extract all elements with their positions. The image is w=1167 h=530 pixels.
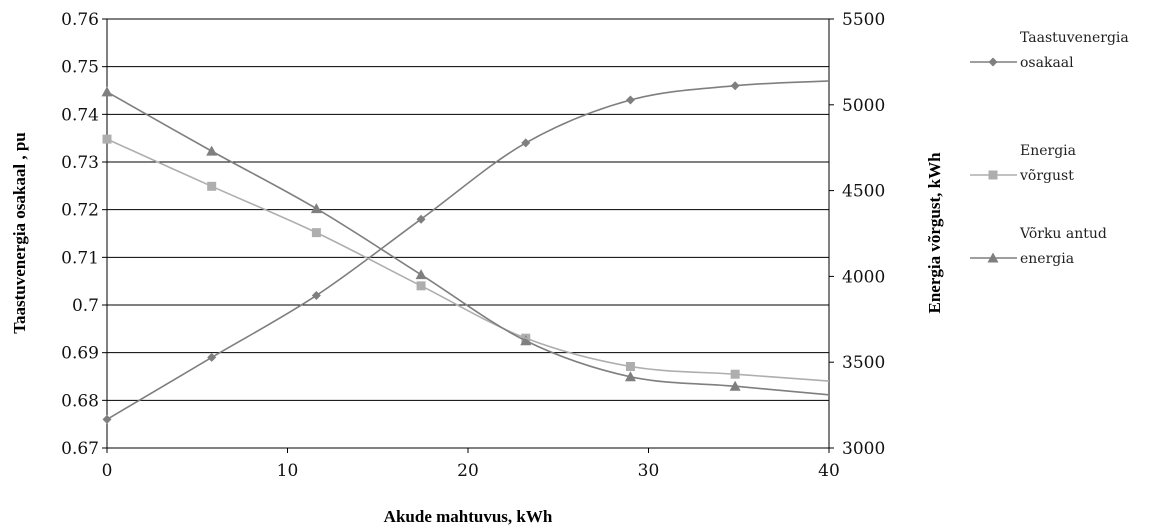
legend-label: osakaal xyxy=(1020,55,1074,71)
x-tick-label: 0 xyxy=(102,461,113,481)
left-tick-label: 0.74 xyxy=(61,105,99,125)
series-line-diamond xyxy=(106,80,830,421)
left-axis-title: Taastuvenergia osakaal , pu xyxy=(10,132,29,334)
left-tick-label: 0.72 xyxy=(61,201,99,221)
series-line-triangle xyxy=(106,91,830,396)
gridlines xyxy=(107,18,829,449)
right-tick-label: 5500 xyxy=(842,10,885,30)
legend-label: võrgust xyxy=(1019,168,1074,184)
right-tick-label: 4500 xyxy=(842,182,885,202)
left-tick-label: 0.7 xyxy=(72,296,99,316)
series-line-square xyxy=(106,138,830,382)
legend-label: Energia xyxy=(1020,143,1076,159)
x-axis-title: Akude mahtuvus, kWh xyxy=(384,507,553,526)
legend: Taastuvenergia osakaal Energia võrgust Võrku… xyxy=(970,30,1129,267)
right-tick-label: 5000 xyxy=(842,96,885,116)
x-tick-label: 10 xyxy=(277,461,299,481)
right-tick-label: 4000 xyxy=(842,267,885,287)
left-axis-ticks: 0.67 0.68 0.69 0.7 0.71 0.72 0.73 0.74 0.75 0.76 xyxy=(61,10,107,459)
legend-label: Taastuvenergia xyxy=(1020,30,1129,46)
left-tick-label: 0.75 xyxy=(61,58,99,78)
left-tick-label: 0.76 xyxy=(61,10,99,30)
x-tick-label: 40 xyxy=(818,461,840,481)
legend-label: energia xyxy=(1020,251,1074,267)
left-tick-label: 0.71 xyxy=(61,248,99,268)
legend-marker-diamond xyxy=(988,57,998,67)
right-tick-label: 3000 xyxy=(842,439,885,459)
left-tick-label: 0.69 xyxy=(61,344,99,364)
x-axis-ticks: 0 10 20 30 40 xyxy=(102,448,840,481)
right-axis-title: Energia võrgust, kWh xyxy=(925,152,944,314)
legend-marker-square xyxy=(988,170,998,180)
left-tick-label: 0.67 xyxy=(61,439,99,459)
series-markers xyxy=(101,81,741,424)
legend-marker-triangle xyxy=(987,252,999,263)
right-axis-ticks: 3000 3500 4000 4500 5000 5500 xyxy=(829,10,885,459)
legend-label: Võrku antud xyxy=(1019,226,1107,242)
x-tick-label: 20 xyxy=(457,461,479,481)
left-tick-label: 0.73 xyxy=(61,153,99,173)
series-layer xyxy=(101,80,830,424)
left-tick-label: 0.68 xyxy=(61,391,99,411)
right-tick-label: 3500 xyxy=(842,353,885,373)
x-tick-label: 30 xyxy=(638,461,660,481)
